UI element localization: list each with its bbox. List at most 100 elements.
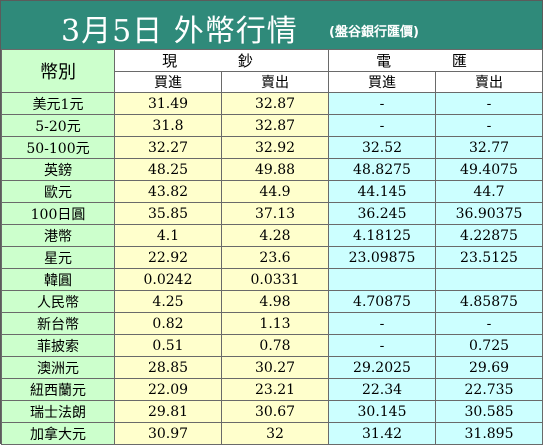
cash-buy-cell: 30.97 (114, 422, 222, 445)
table-row: 紐西蘭元 22.09 23.21 22.34 22.735 (1, 378, 543, 401)
wire-buy-cell: 4.70875 (328, 290, 436, 313)
currency-cell: 新台幣 (1, 312, 115, 335)
cash-sell-cell: 4.98 (221, 290, 329, 313)
currency-cell: 人民幣 (1, 290, 115, 313)
page-subtitle: (盤谷銀行匯價) (329, 25, 419, 40)
cash-sell-cell: 37.13 (221, 202, 329, 225)
cash-buy-cell: 32.27 (114, 136, 222, 159)
cash-buy-cell: 22.92 (114, 246, 222, 269)
cash-sell-cell: 32 (221, 422, 329, 445)
wire-buy-cell: - (328, 92, 436, 115)
table-row: 菲披索 0.51 0.78 - 0.725 (1, 334, 543, 357)
cash-buy-cell: 31.8 (114, 114, 222, 137)
wire-sell-cell: 23.5125 (435, 246, 543, 269)
cash-sell-cell: 30.67 (221, 400, 329, 423)
wire-buy-cell: 29.2025 (328, 356, 436, 379)
cash-buy-header: 買進 (114, 71, 222, 93)
cash-buy-cell: 28.85 (114, 356, 222, 379)
currency-cell: 澳洲元 (1, 356, 115, 379)
wire-buy-cell: 36.245 (328, 202, 436, 225)
wire-sell-cell: 31.895 (435, 422, 543, 445)
cash-buy-cell: 29.81 (114, 400, 222, 423)
cash-sell-cell: 4.28 (221, 224, 329, 247)
table-row: 5-20元 31.8 32.87 - - (1, 114, 543, 137)
currency-column-header: 幣別 (1, 49, 115, 93)
cash-buy-cell: 48.25 (114, 158, 222, 181)
cash-sell-cell: 32.87 (221, 114, 329, 137)
wire-sell-cell: 4.85875 (435, 290, 543, 313)
currency-cell: 瑞士法朗 (1, 400, 115, 423)
wire-sell-cell: 22.735 (435, 378, 543, 401)
cash-buy-cell: 35.85 (114, 202, 222, 225)
cash-buy-cell: 22.09 (114, 378, 222, 401)
table-row: 新台幣 0.82 1.13 - - (1, 312, 543, 335)
cash-sell-header: 賣出 (221, 71, 329, 93)
currency-cell: 歐元 (1, 180, 115, 203)
wire-buy-cell: 48.8275 (328, 158, 436, 181)
cash-sell-cell: 30.27 (221, 356, 329, 379)
wire-sell-cell: 32.77 (435, 136, 543, 159)
wire-sell-cell: 4.22875 (435, 224, 543, 247)
cash-sell-cell: 1.13 (221, 312, 329, 335)
cash-sell-cell: 23.21 (221, 378, 329, 401)
wire-sell-cell: 29.69 (435, 356, 543, 379)
wire-buy-header: 買進 (328, 71, 436, 93)
wire-sell-cell: 36.90375 (435, 202, 543, 225)
table-row: 港幣 4.1 4.28 4.18125 4.22875 (1, 224, 543, 247)
cash-group-header: 現 鈔 (114, 49, 329, 72)
table-row: 澳洲元 28.85 30.27 29.2025 29.69 (1, 356, 543, 379)
cash-sell-cell: 23.6 (221, 246, 329, 269)
page-title: 3月5日 外幣行情 (61, 14, 298, 49)
currency-cell: 美元1元 (1, 92, 115, 115)
currency-cell: 加拿大元 (1, 422, 115, 445)
table-row: 英鎊 48.25 49.88 48.8275 49.4075 (1, 158, 543, 181)
table-row: 50-100元 32.27 32.92 32.52 32.77 (1, 136, 543, 159)
cash-sell-cell: 0.0331 (221, 268, 329, 291)
cash-buy-cell: 0.82 (114, 312, 222, 335)
title-bar: 3月5日 外幣行情 (盤谷銀行匯價) (1, 1, 542, 50)
wire-buy-cell: 22.34 (328, 378, 436, 401)
exchange-rate-table: 幣別 現 鈔 電 匯 買進 賣出 買進 賣出 美元1元 31.49 32.87 … (1, 49, 543, 445)
table-row: 加拿大元 30.97 32 31.42 31.895 (1, 422, 543, 445)
currency-cell: 星元 (1, 246, 115, 269)
cash-sell-cell: 44.9 (221, 180, 329, 203)
cash-buy-cell: 0.51 (114, 334, 222, 357)
wire-buy-cell: 31.42 (328, 422, 436, 445)
wire-buy-cell: 44.145 (328, 180, 436, 203)
wire-sell-cell: - (435, 114, 543, 137)
table-row: 100日圓 35.85 37.13 36.245 36.90375 (1, 202, 543, 225)
table-row: 瑞士法朗 29.81 30.67 30.145 30.585 (1, 400, 543, 423)
wire-buy-cell: - (328, 334, 436, 357)
wire-sell-cell (435, 268, 543, 291)
wire-buy-cell: - (328, 114, 436, 137)
wire-buy-cell: 4.18125 (328, 224, 436, 247)
currency-cell: 紐西蘭元 (1, 378, 115, 401)
cash-sell-cell: 32.92 (221, 136, 329, 159)
table-row: 星元 22.92 23.6 23.09875 23.5125 (1, 246, 543, 269)
currency-cell: 韓圓 (1, 268, 115, 291)
cash-buy-cell: 43.82 (114, 180, 222, 203)
cash-buy-cell: 31.49 (114, 92, 222, 115)
cash-sell-cell: 32.87 (221, 92, 329, 115)
wire-group-header: 電 匯 (328, 49, 543, 72)
wire-sell-cell: 30.585 (435, 400, 543, 423)
cash-sell-cell: 49.88 (221, 158, 329, 181)
wire-buy-cell: 30.145 (328, 400, 436, 423)
wire-sell-cell: - (435, 312, 543, 335)
table-row: 歐元 43.82 44.9 44.145 44.7 (1, 180, 543, 203)
wire-sell-cell: 0.725 (435, 334, 543, 357)
wire-sell-cell: - (435, 92, 543, 115)
table-row: 人民幣 4.25 4.98 4.70875 4.85875 (1, 290, 543, 313)
table-row: 韓圓 0.0242 0.0331 (1, 268, 543, 291)
cash-buy-cell: 4.25 (114, 290, 222, 313)
cash-buy-cell: 0.0242 (114, 268, 222, 291)
wire-sell-cell: 49.4075 (435, 158, 543, 181)
wire-buy-cell (328, 268, 436, 291)
currency-cell: 港幣 (1, 224, 115, 247)
currency-cell: 5-20元 (1, 114, 115, 137)
currency-cell: 100日圓 (1, 202, 115, 225)
wire-sell-header: 賣出 (435, 71, 543, 93)
cash-sell-cell: 0.78 (221, 334, 329, 357)
currency-cell: 50-100元 (1, 136, 115, 159)
